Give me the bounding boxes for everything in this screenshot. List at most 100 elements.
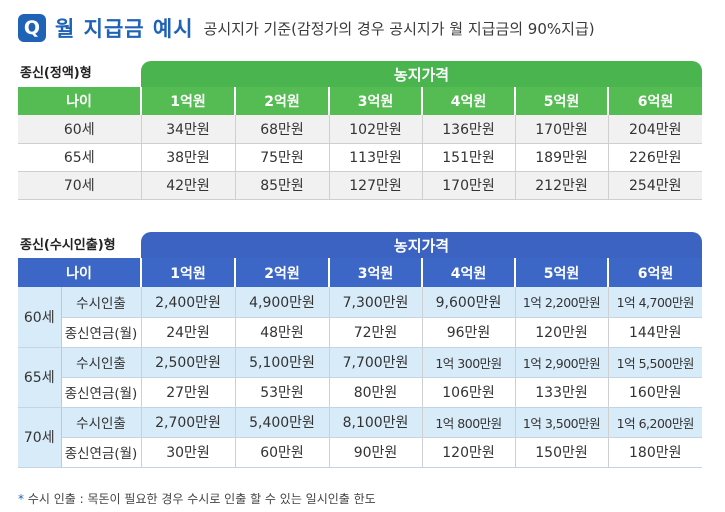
table-cell: 106만원 [422,377,516,408]
table-cell: 204만원 [608,115,702,144]
table-cell: 160만원 [608,377,703,408]
withdrawal-table: 나이 1억원 2억원 3억원 4억원 5억원 6억원 60세 수시인출 2,40… [18,258,703,468]
row-label-pension: 종신연금(월) [61,437,142,468]
table-row-pension: 종신연금(월) 27만원 53만원 80만원 106만원 133만원 160만원 [18,377,703,408]
col-header-400m: 4억원 [422,258,517,287]
col-header-100m: 1억원 [141,258,237,287]
table-cell: 7,700만원 [329,347,423,378]
row-label-pension: 종신연금(월) [61,377,142,408]
table-cell: 72만원 [329,317,423,348]
table-cell: 170만원 [422,171,516,200]
table-cell: 150만원 [515,437,609,468]
table-cell: 1억 2,900만원 [515,347,609,378]
table-cell: 127만원 [329,171,423,200]
col-header-500m: 5억원 [515,87,609,115]
col-header-age: 나이 [18,258,143,287]
table-cell: 38만원 [141,143,236,172]
table-cell: 53만원 [235,377,330,408]
page-title: 월 지급금 예시 [55,17,194,41]
table-cell: 180만원 [608,437,703,468]
table-cell: 120만원 [515,317,609,348]
table-cell: 1억 6,200만원 [608,407,703,438]
col-header-200m: 2억원 [235,87,330,115]
q-badge-icon: Q [18,14,46,42]
row-label-withdraw: 수시인출 [61,407,142,438]
age-cell: 70세 [18,407,62,468]
table-header-row: 나이 1억원 2억원 3억원 4억원 5억원 6억원 [18,258,703,287]
table-cell: 2,500만원 [141,347,236,378]
table-cell: 102만원 [329,115,423,144]
page-subtitle: 공시지가 기준(감정가의 경우 공시지가 월 지급금의 90%지급) [203,19,595,38]
table-cell: 60만원 [235,437,330,468]
table-header-row: 나이 1억원 2억원 3억원 4억원 5억원 6억원 [18,87,702,115]
row-label-withdraw: 수시인출 [61,347,142,378]
col-header-300m: 3억원 [329,87,423,115]
table-cell: 4,900만원 [235,287,330,318]
table-cell: 2,400만원 [141,287,236,318]
table-cell: 5,100만원 [235,347,330,378]
table-cell: 48만원 [235,317,330,348]
col-header-100m: 1억원 [141,87,236,115]
table-cell: 144만원 [608,317,703,348]
row-label-withdraw: 수시인출 [61,287,142,318]
section1-label: 종신(정액)형 [20,66,92,81]
fixed-amount-table: 나이 1억원 2억원 3억원 4억원 5억원 6억원 60세 34만원 68만원… [18,87,702,200]
table-cell: 1억 4,700만원 [608,287,703,318]
col-header-600m: 6억원 [608,258,703,287]
table-cell: 96만원 [422,317,516,348]
table-cell: 1억 2,200만원 [515,287,609,318]
table-cell: 1억 3,500만원 [515,407,609,438]
col-header-age: 나이 [18,87,142,115]
table-row: 60세 34만원 68만원 102만원 136만원 170만원 204만원 [18,115,702,144]
footnote-marker: * [18,492,24,506]
col-header-300m: 3억원 [329,258,424,287]
age-cell: 60세 [18,287,62,348]
table-cell: 226만원 [608,143,702,172]
table-cell: 8,100만원 [329,407,423,438]
table-cell: 1억 300만원 [422,347,516,378]
table-cell: 34만원 [141,115,236,144]
table-cell: 1억 5,500만원 [608,347,703,378]
table-cell: 170만원 [515,115,609,144]
table-cell: 85만원 [235,171,330,200]
table-cell: 2,700만원 [141,407,236,438]
table-cell: 212만원 [515,171,609,200]
table-cell: 113만원 [329,143,423,172]
footnote: * 수시 인출 : 목돈이 필요한 경우 수시로 인출 할 수 있는 일시인출 … [18,490,376,507]
table-cell: 42만원 [141,171,236,200]
age-cell: 70세 [18,171,142,200]
table-cell: 90만원 [329,437,423,468]
age-cell: 65세 [18,347,62,408]
table-cell: 24만원 [141,317,236,348]
table-row-pension: 종신연금(월) 30만원 60만원 90만원 120만원 150만원 180만원 [18,437,703,468]
table-row: 70세 42만원 85만원 127만원 170만원 212만원 254만원 [18,171,702,200]
table-row: 65세 38만원 75만원 113만원 151만원 189만원 226만원 [18,143,702,172]
row-label-pension: 종신연금(월) [61,317,142,348]
col-header-600m: 6억원 [608,87,702,115]
table-row-withdraw: 60세 수시인출 2,400만원 4,900만원 7,300만원 9,600만원… [18,287,703,348]
table-cell: 136만원 [422,115,516,144]
footnote-text: 수시 인출 : 목돈이 필요한 경우 수시로 인출 할 수 있는 일시인출 한도 [27,492,376,506]
table-cell: 133만원 [515,377,609,408]
table-cell: 80만원 [329,377,423,408]
table-cell: 120만원 [422,437,516,468]
table-cell: 9,600만원 [422,287,516,318]
col-header-200m: 2억원 [235,258,331,287]
table-cell: 5,400만원 [235,407,330,438]
table-cell: 151만원 [422,143,516,172]
table-row-pension: 종신연금(월) 24만원 48만원 72만원 96만원 120만원 144만원 [18,317,703,348]
table-cell: 7,300만원 [329,287,423,318]
section2-label: 종신(수시인출)형 [20,238,116,253]
table-row-withdraw: 65세 수시인출 2,500만원 5,100만원 7,700만원 1억 300만… [18,347,703,408]
table-cell: 1억 800만원 [422,407,516,438]
page-header: Q 월 지급금 예시 공시지가 기준(감정가의 경우 공시지가 월 지급금의 9… [18,12,595,44]
table-cell: 189만원 [515,143,609,172]
section2-banner: 농지가격 [141,232,702,258]
table-cell: 27만원 [141,377,236,408]
section1-banner: 농지가격 [141,61,702,87]
table-cell: 30만원 [141,437,236,468]
table-cell: 254만원 [608,171,702,200]
col-header-400m: 4억원 [422,87,516,115]
table-cell: 75만원 [235,143,330,172]
table-cell: 68만원 [235,115,330,144]
